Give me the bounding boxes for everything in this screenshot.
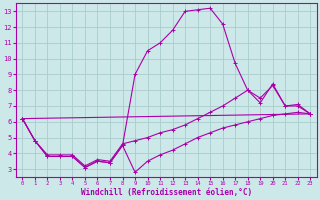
X-axis label: Windchill (Refroidissement éolien,°C): Windchill (Refroidissement éolien,°C) xyxy=(81,188,252,197)
